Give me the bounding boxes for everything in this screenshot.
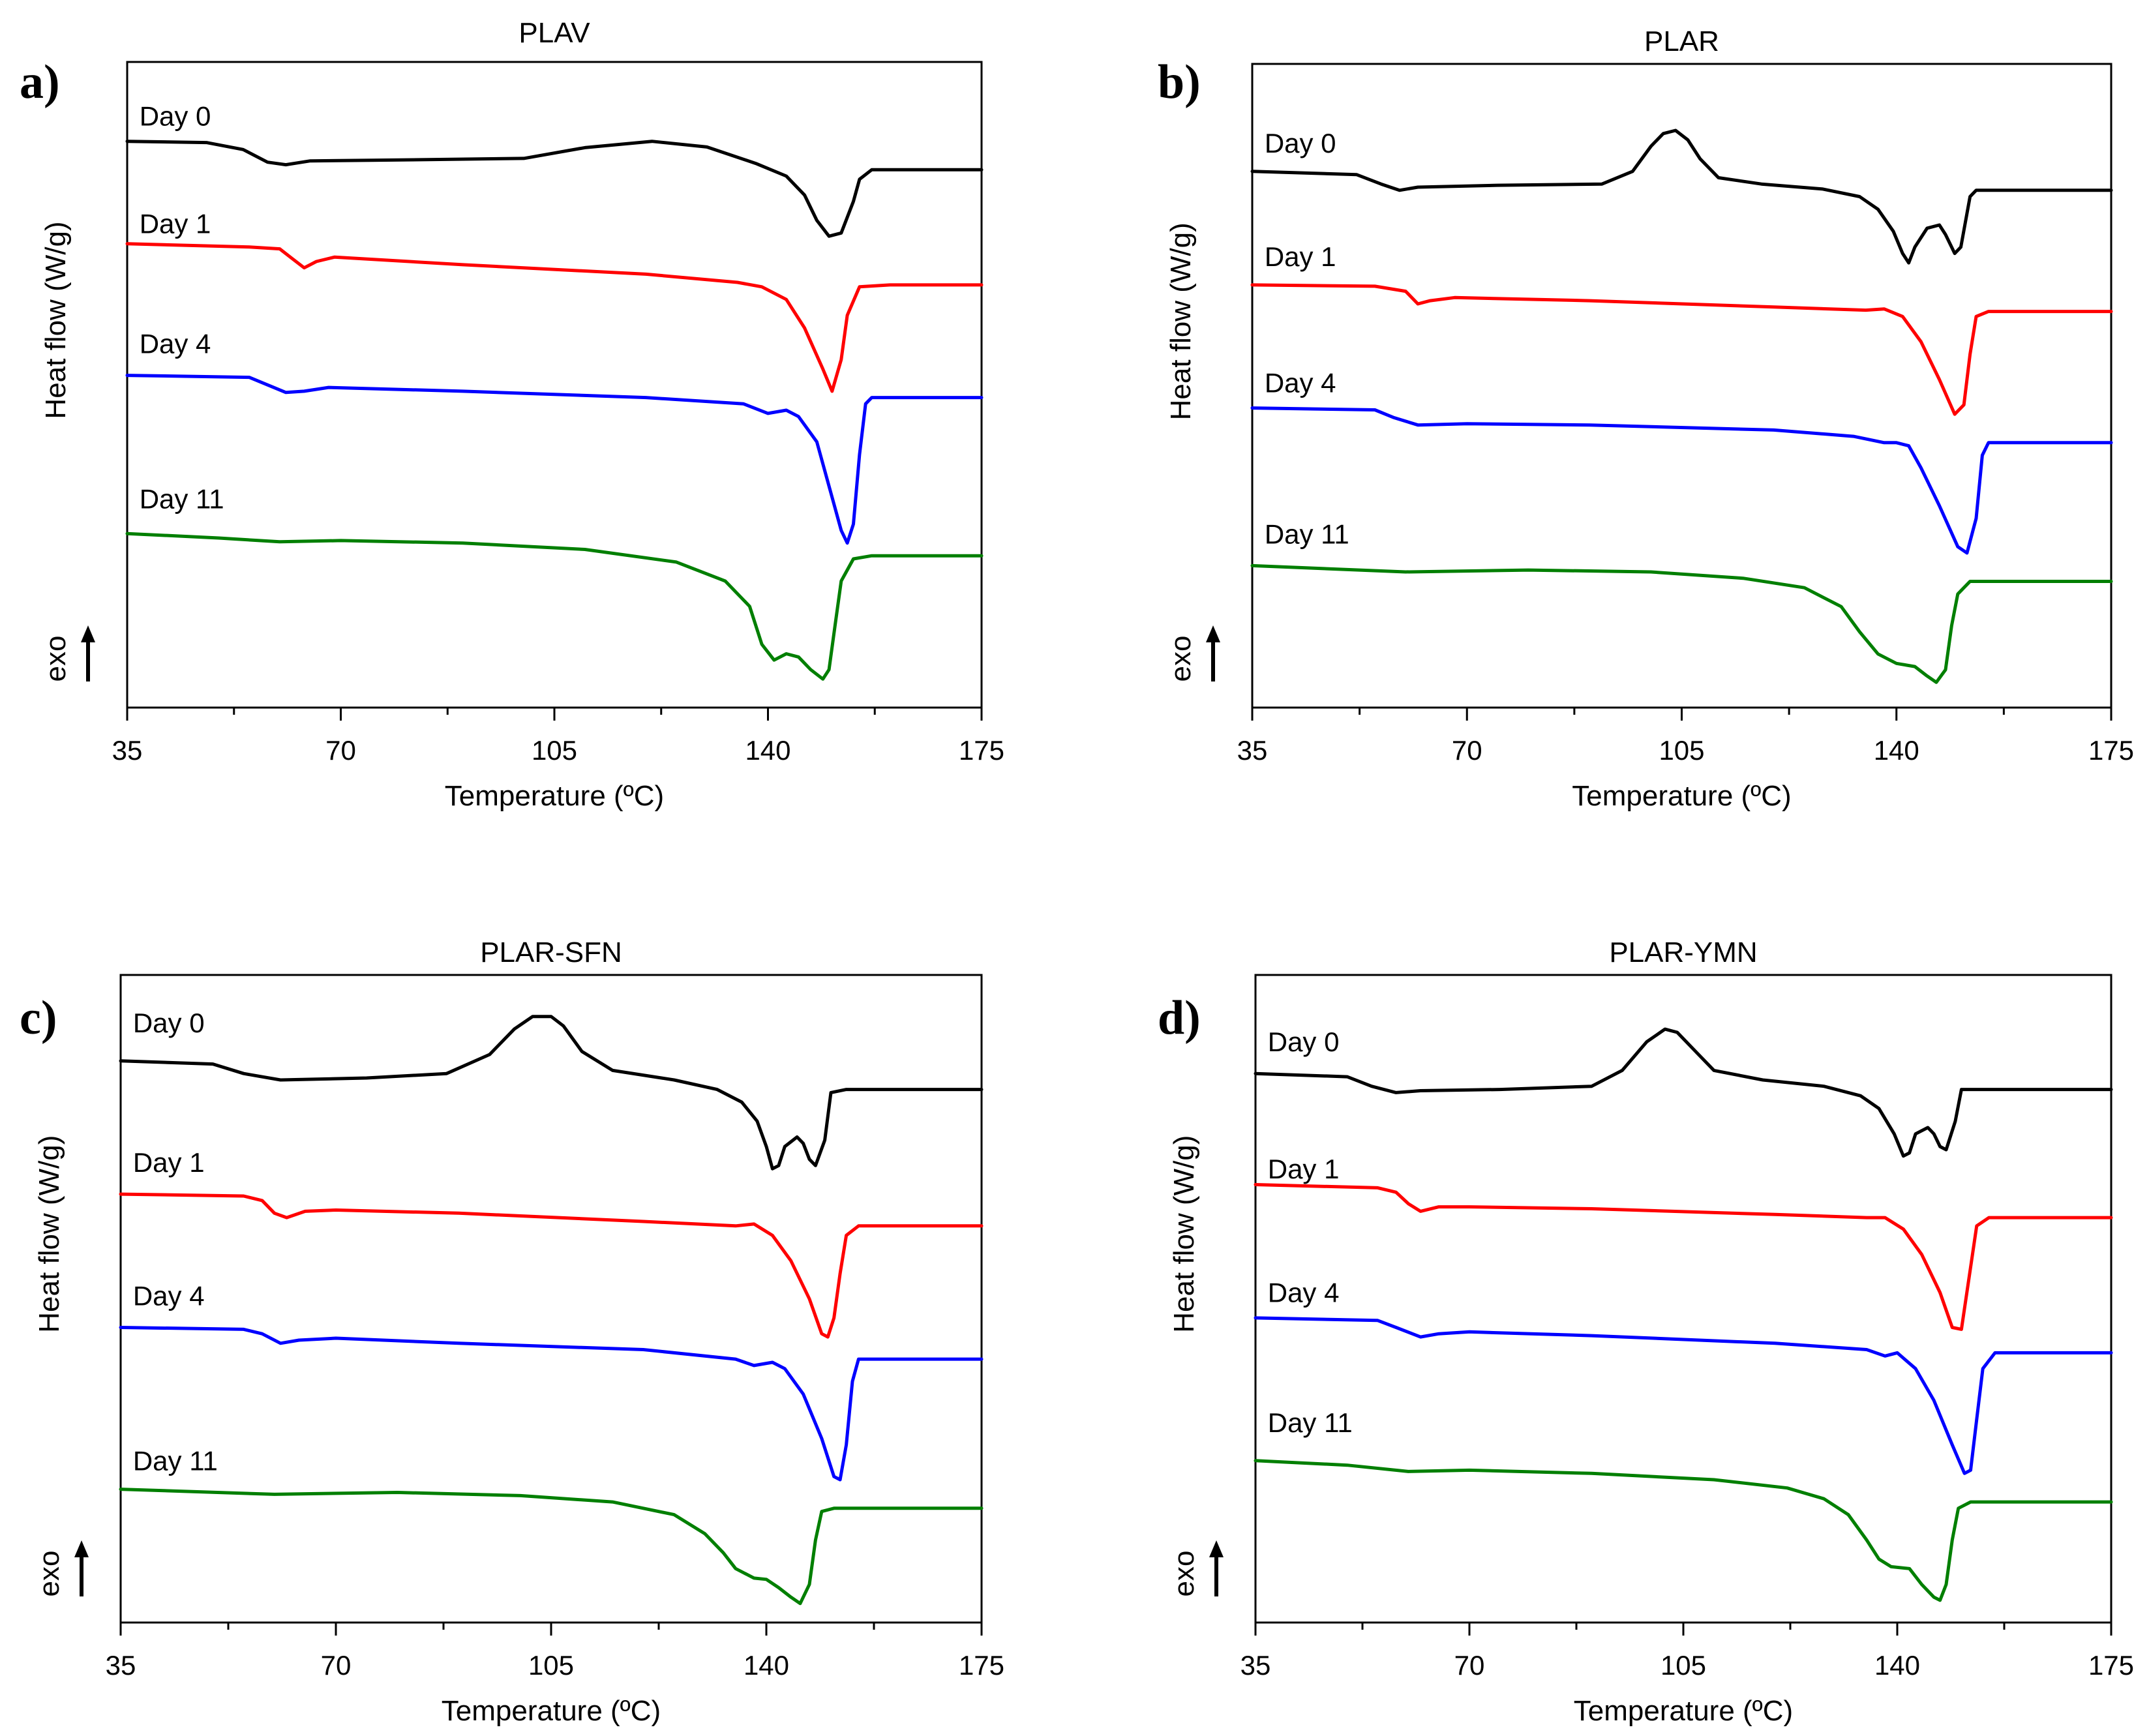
trace-day-1: [1250, 283, 2113, 416]
trace-day-11: [1250, 563, 2113, 684]
panel-d: d) PLAR-YMN 35 70 105 140 175 Temperature (ºC) H…: [1158, 936, 2134, 1727]
y-axis-label: Heat flow (W/g): [1165, 222, 1197, 420]
x-tick-label: 35: [112, 735, 143, 766]
trace-day-11: [1254, 1459, 2113, 1602]
exo-label: exo: [1165, 636, 1197, 682]
x-tick-label: 140: [745, 735, 790, 766]
chart-title: PLAR-SFN: [480, 936, 622, 968]
x-tick-label: 70: [325, 735, 356, 766]
y-axis-label: Heat flow (W/g): [1168, 1135, 1200, 1333]
trace-day-0: [1250, 128, 2113, 265]
x-tick-label: 175: [2088, 1650, 2134, 1681]
panel-letter: b): [1158, 55, 1201, 109]
trace-day-1: [1254, 1183, 2113, 1331]
panel-b: b) PLAR 35 70 105 140 175 Temperature (ºC) Heat …: [1158, 25, 2134, 812]
plot-frame: [1251, 63, 2112, 709]
panel-letter: d): [1158, 991, 1201, 1045]
series-label-day-0: Day 0: [133, 1008, 205, 1038]
series-label-day-1: Day 1: [140, 208, 211, 239]
exo-label: exo: [40, 636, 72, 682]
x-tick-label: 105: [532, 735, 577, 766]
x-tick-label: 70: [1452, 735, 1482, 766]
x-tick-label: 140: [1874, 735, 1919, 766]
x-tick-label: 105: [1659, 735, 1704, 766]
x-tick-label: 35: [106, 1650, 136, 1681]
exo-arrow-icon: [74, 1540, 89, 1557]
plot-frame: [1254, 974, 2112, 1624]
series-label-day-1: Day 1: [1265, 241, 1336, 272]
x-axis-label: Temperature (ºC): [1574, 1695, 1793, 1727]
series-label-day-0: Day 0: [1268, 1026, 1340, 1057]
x-tick-label: 70: [321, 1650, 352, 1681]
exo-label: exo: [1168, 1551, 1200, 1597]
y-axis-label: Heat flow (W/g): [33, 1135, 65, 1333]
panel-c: c) PLAR-SFN 35 70 105 140 175 Temperature (ºC) H…: [20, 936, 1004, 1727]
series-label-day-1: Day 1: [1268, 1154, 1340, 1184]
x-tick-label: 35: [1240, 1650, 1271, 1681]
panel-a: a) PLAV 35 70 105 140 175 Temperature (ºC) Heat …: [20, 17, 1004, 812]
trace-day-4: [125, 374, 984, 545]
series-label-day-0: Day 0: [140, 100, 211, 131]
series-label-day-11: Day 11: [1268, 1407, 1353, 1438]
x-tick-label: 175: [959, 1650, 1004, 1681]
x-axis-label: Temperature (ºC): [445, 780, 664, 812]
x-axis-label: Temperature (ºC): [442, 1695, 661, 1727]
x-tick-label: 140: [744, 1650, 789, 1681]
exo-arrow-icon: [1209, 1540, 1224, 1557]
exo-arrow-icon: [81, 625, 95, 642]
trace-day-11: [119, 1488, 984, 1606]
series-label-day-11: Day 11: [1265, 519, 1349, 550]
exo-label: exo: [33, 1551, 65, 1597]
trace-day-0: [1254, 1027, 2113, 1158]
trace-day-4: [119, 1326, 984, 1482]
panel-letter: c): [20, 991, 57, 1045]
x-tick-label: 175: [2088, 735, 2134, 766]
y-axis-label: Heat flow (W/g): [40, 221, 72, 419]
series-label-day-4: Day 4: [140, 329, 211, 359]
trace-day-4: [1254, 1316, 2113, 1475]
trace-day-1: [125, 242, 984, 393]
chart-title: PLAR: [1644, 25, 1719, 57]
plot-frame: [119, 974, 983, 1624]
series-label-day-0: Day 0: [1265, 128, 1336, 158]
x-tick-label: 105: [528, 1650, 574, 1681]
x-tick-label: 35: [1237, 735, 1268, 766]
plot-frame: [126, 61, 983, 709]
series-label-day-4: Day 4: [1265, 367, 1336, 398]
series-label-day-11: Day 11: [140, 483, 224, 514]
chart-title: PLAR-YMN: [1609, 936, 1757, 968]
panel-letter: a): [20, 55, 60, 109]
chart-title: PLAV: [518, 17, 590, 49]
trace-day-0: [125, 140, 984, 238]
series-label-day-11: Day 11: [133, 1445, 218, 1476]
trace-day-0: [119, 1015, 984, 1171]
trace-day-4: [1250, 406, 2113, 555]
x-tick-label: 175: [959, 735, 1004, 766]
series-label-day-1: Day 1: [133, 1147, 205, 1178]
series-label-day-4: Day 4: [133, 1280, 205, 1311]
exo-arrow-icon: [1206, 625, 1220, 642]
x-axis-label: Temperature (ºC): [1572, 780, 1791, 812]
x-tick-label: 70: [1454, 1650, 1485, 1681]
trace-day-1: [119, 1192, 984, 1339]
x-tick-label: 105: [1661, 1650, 1706, 1681]
trace-day-11: [125, 531, 984, 681]
series-label-day-4: Day 4: [1268, 1278, 1340, 1308]
x-tick-label: 140: [1874, 1650, 1920, 1681]
